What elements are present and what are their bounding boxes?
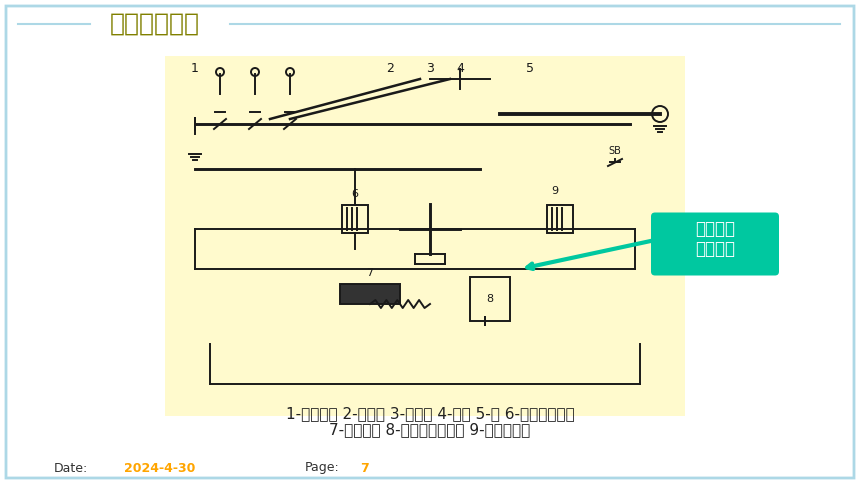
FancyBboxPatch shape [6,6,854,478]
Text: Date:: Date: [53,462,88,474]
FancyBboxPatch shape [651,212,779,275]
Text: 1: 1 [191,62,199,76]
Text: 6: 6 [352,189,359,199]
FancyBboxPatch shape [165,56,685,416]
Text: 7: 7 [360,462,369,474]
Text: 4: 4 [456,62,464,76]
Bar [547,205,573,233]
Text: 常用低压电器: 常用低压电器 [110,12,200,36]
Bar [342,205,368,233]
Text: 3: 3 [426,62,434,76]
Text: 7: 7 [366,268,373,278]
Text: 5: 5 [526,62,534,76]
Text: 2: 2 [386,62,394,76]
Text: 1-分闸弹簧 2-主触头 3-传动杆 4-锁扣 5-轴 6-过电流脱扣器: 1-分闸弹簧 2-主触头 3-传动杆 4-锁扣 5-轴 6-过电流脱扣器 [286,407,574,422]
Text: 7-热脱扣器 8-欠压失压脱扣器 9-分励脱扣器: 7-热脱扣器 8-欠压失压脱扣器 9-分励脱扣器 [329,423,531,438]
Text: Page:: Page: [305,462,340,474]
Text: 9: 9 [551,186,558,196]
Bar [340,284,400,304]
Text: SB: SB [609,146,622,156]
Text: 8: 8 [487,294,494,304]
Text: 电动机的
失压保护: 电动机的 失压保护 [695,220,735,258]
Bar [470,277,510,321]
Text: 2024-4-30: 2024-4-30 [125,462,196,474]
